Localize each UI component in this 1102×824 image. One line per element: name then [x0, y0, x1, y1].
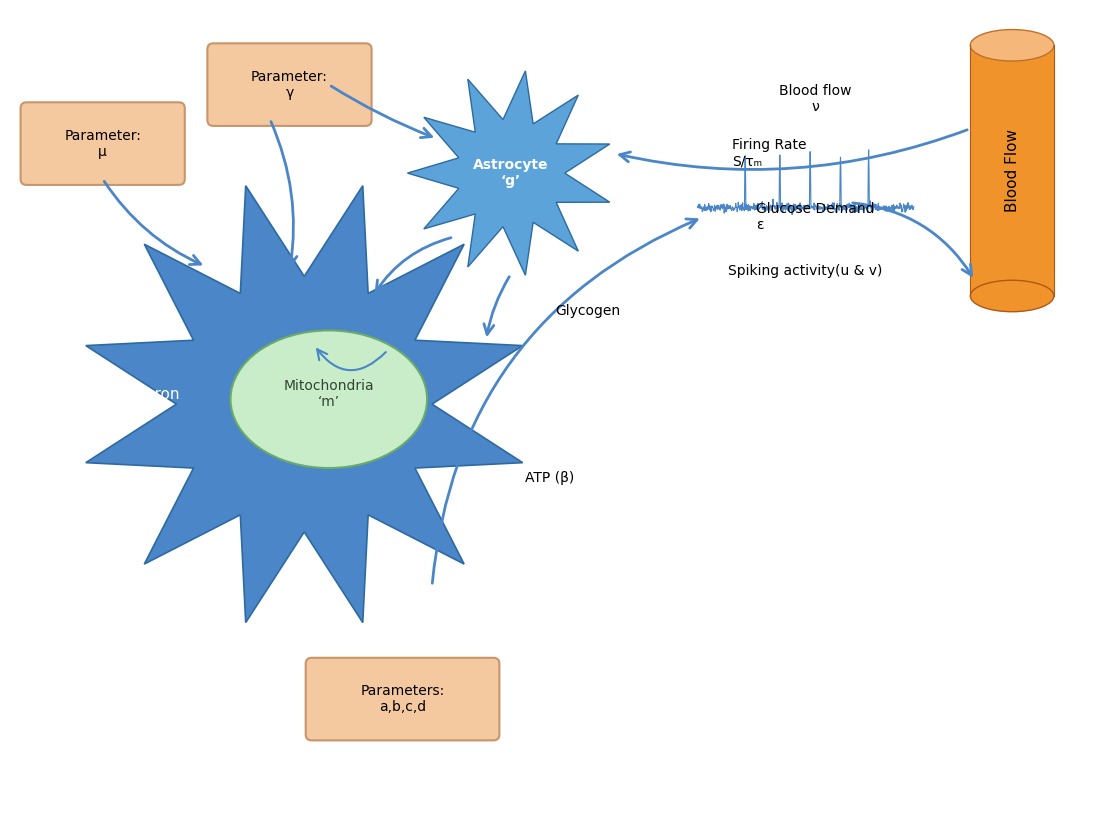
FancyArrowPatch shape: [271, 122, 296, 265]
Text: Spiking activity(u & v): Spiking activity(u & v): [728, 265, 883, 279]
FancyArrowPatch shape: [853, 203, 972, 275]
FancyArrowPatch shape: [105, 181, 201, 265]
FancyArrowPatch shape: [432, 219, 696, 583]
FancyBboxPatch shape: [305, 658, 499, 741]
Text: Mitochondria
‘m’: Mitochondria ‘m’: [283, 379, 374, 410]
Text: Glycogen: Glycogen: [555, 304, 620, 318]
Ellipse shape: [971, 280, 1054, 311]
Polygon shape: [86, 185, 522, 623]
Text: Parameter:
μ: Parameter: μ: [64, 129, 141, 159]
Text: Parameter:
γ: Parameter: γ: [251, 69, 328, 100]
Text: Firing Rate
S/τₘ: Firing Rate S/τₘ: [732, 138, 807, 169]
Text: Neuron: Neuron: [125, 386, 180, 402]
FancyArrowPatch shape: [332, 86, 432, 138]
Text: Blood flow
ν: Blood flow ν: [779, 84, 852, 115]
FancyArrowPatch shape: [376, 237, 451, 291]
FancyArrowPatch shape: [317, 349, 386, 370]
Text: Blood Flow: Blood Flow: [1005, 129, 1019, 212]
FancyBboxPatch shape: [207, 44, 371, 126]
Bar: [971, 45, 1054, 296]
Text: Parameters:
a,b,c,d: Parameters: a,b,c,d: [360, 684, 445, 714]
FancyArrowPatch shape: [619, 130, 968, 170]
Text: Glucose Demand
ε: Glucose Demand ε: [756, 202, 875, 232]
Text: ATP (β): ATP (β): [526, 471, 574, 485]
Text: Astrocyte
‘g’: Astrocyte ‘g’: [473, 158, 549, 188]
Ellipse shape: [230, 330, 428, 468]
FancyBboxPatch shape: [21, 102, 185, 185]
Ellipse shape: [971, 30, 1054, 61]
FancyArrowPatch shape: [484, 277, 509, 335]
Polygon shape: [408, 71, 609, 275]
